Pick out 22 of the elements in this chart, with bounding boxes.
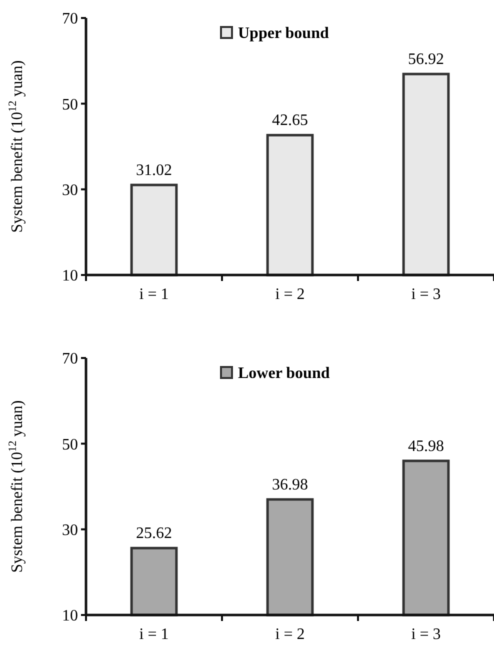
x-tick-label: i = 3 (411, 626, 441, 643)
y-tick-label: 50 (62, 436, 78, 454)
data-label: 36.98 (272, 476, 308, 494)
y-tick-label: 10 (62, 268, 78, 285)
x-tick-label: i = 1 (139, 286, 169, 303)
y-tick-label: 70 (62, 10, 78, 28)
data-label: 25.62 (136, 525, 172, 542)
y-tick-label: 30 (62, 522, 78, 539)
y-tick-label: 50 (62, 96, 78, 114)
x-tick-label: i = 2 (275, 626, 305, 643)
y-tick-label: 70 (62, 350, 78, 368)
data-label: 31.02 (136, 162, 172, 179)
data-label: 45.98 (408, 438, 444, 455)
x-tick-label: i = 2 (275, 286, 305, 303)
x-tick-label: i = 1 (139, 626, 169, 643)
data-label: 56.92 (408, 51, 444, 68)
y-tick-label: 10 (62, 608, 78, 625)
y-tick-label: 30 (62, 182, 78, 199)
legend-label: Upper bound (238, 25, 329, 42)
legend-label: Lower bound (238, 365, 330, 382)
x-tick-label: i = 3 (411, 286, 441, 303)
data-label: 42.65 (272, 112, 308, 130)
